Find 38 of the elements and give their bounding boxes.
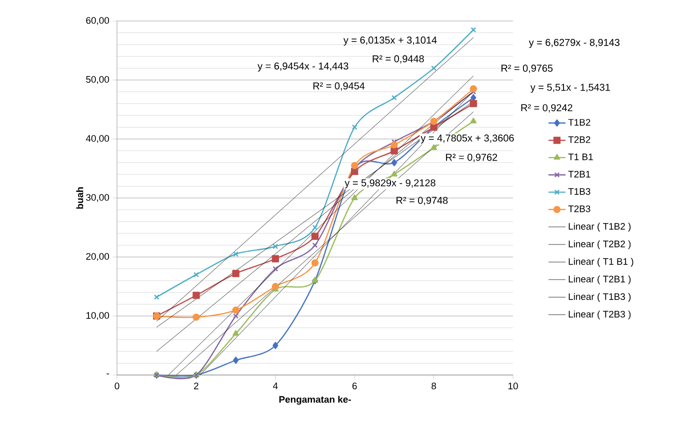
legend-label: T2B1 xyxy=(568,170,590,178)
annotation: R² = 0,9762 xyxy=(446,154,498,162)
legend-label: T1B3 xyxy=(568,188,590,195)
x-tick-label: 0 xyxy=(114,382,120,390)
x-axis-title: Pengamatan ke- xyxy=(279,396,351,405)
y-tick-label: 20,00 xyxy=(86,253,110,261)
annotation: R² = 0,9765 xyxy=(502,64,553,73)
annotation: y = 5,9829x - 9,2128 xyxy=(344,179,436,188)
legend-label: T2B2 xyxy=(568,136,590,143)
legend-label: T1 B1 xyxy=(568,154,593,160)
x-tick-label: 8 xyxy=(432,382,436,390)
legend-label: T2B3 xyxy=(568,205,590,212)
legend-label: T1B2 xyxy=(568,118,590,126)
legend-label: Linear ( T2B3 ) xyxy=(568,310,631,320)
annotation: R² = 0,9748 xyxy=(396,196,448,206)
text: y = 5,51x - 1,5431 xyxy=(530,84,610,93)
x-tick-label: 6 xyxy=(352,382,357,390)
x-tick-label: 10 xyxy=(508,382,518,390)
y-tick-label: 60,00 xyxy=(86,17,110,25)
text: y = 6,6279x - 8,9143 xyxy=(528,38,620,48)
legend-label: Linear ( T1B2 ) xyxy=(568,222,631,232)
annotation: R² = 0,9454 xyxy=(313,82,365,91)
y-axis-title: buah xyxy=(76,187,84,209)
text: R² = 0,9242 xyxy=(521,104,572,112)
annotation: y = 4,7805x + 3,3606 xyxy=(420,134,514,144)
y-tick-label: 30,00 xyxy=(86,194,110,202)
annotation: R² = 0,9448 xyxy=(372,55,424,64)
y-tick-label: 10,00 xyxy=(86,312,110,320)
legend-label: Linear ( T1 B1 ) xyxy=(568,258,634,267)
legend-label: Linear ( T2B1 ) xyxy=(568,275,631,284)
y-tick-label: 50,00 xyxy=(86,76,110,84)
legend-label: Linear ( T1B3 ) xyxy=(568,293,631,302)
y-tick-label: 40,00 xyxy=(86,135,110,143)
annotation: y = 6,0135x + 3,1014 xyxy=(343,36,437,46)
x-tick-label: 4 xyxy=(272,382,278,390)
legend-label: Linear ( T2B2 ) xyxy=(568,240,631,250)
x-tick-label: 2 xyxy=(194,382,198,390)
annotation: y = 6,9454x - 14,443 xyxy=(258,62,348,72)
